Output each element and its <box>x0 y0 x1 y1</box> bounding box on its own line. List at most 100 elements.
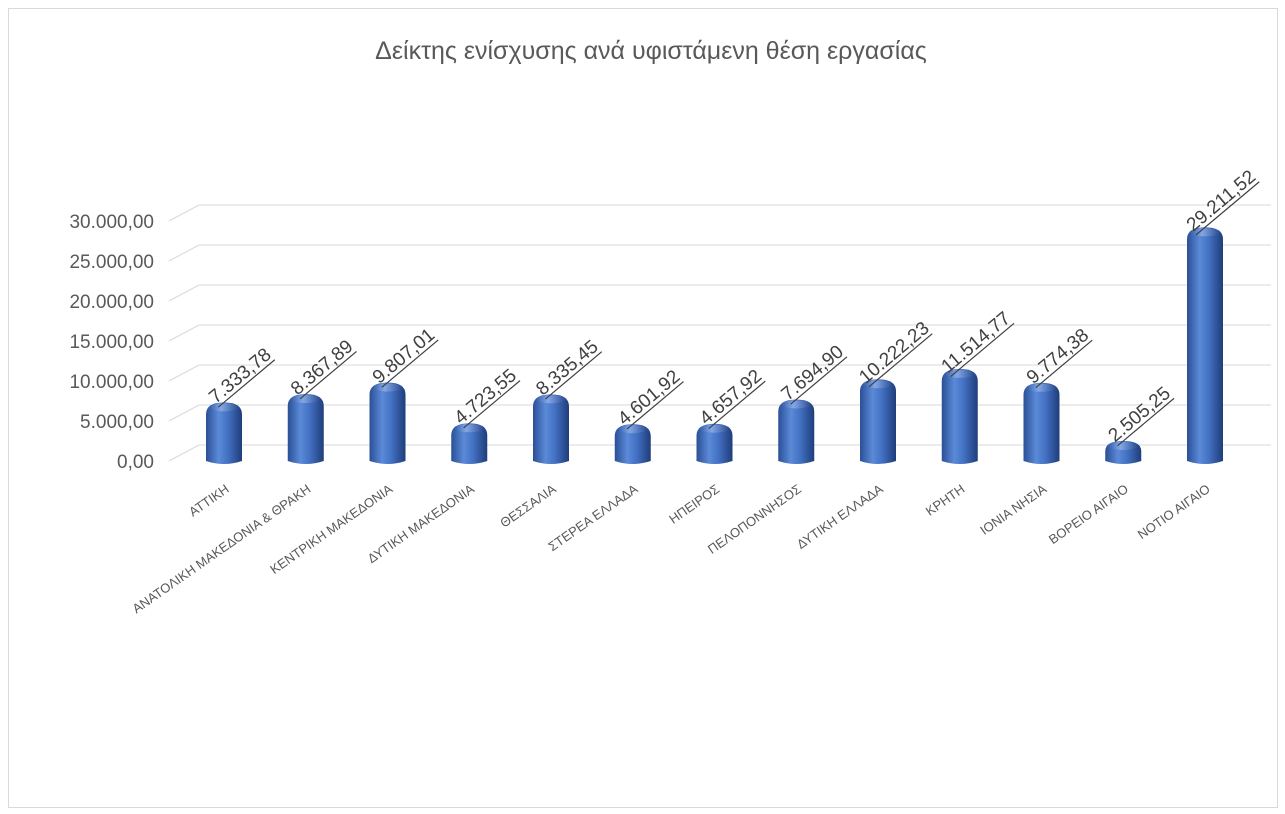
bar <box>1105 440 1142 464</box>
data-label: 9.774,38 <box>1023 325 1093 389</box>
bar-cap <box>864 380 892 389</box>
data-label-underline <box>1117 397 1175 447</box>
bar <box>287 394 324 464</box>
y-tick-label: 25.000,00 <box>69 252 154 273</box>
bar-cap <box>210 403 238 412</box>
data-label: 2.505,25 <box>1105 383 1175 447</box>
bar-body <box>1187 227 1223 464</box>
category-label: ΝΟΤΙΟ ΑΙΓΑΙΟ <box>1135 481 1213 542</box>
bar-cap <box>618 425 647 434</box>
bar <box>860 379 896 464</box>
y-tick-label: 5.000,00 <box>80 412 154 433</box>
bar-cap <box>945 369 974 378</box>
data-label: 11.514,77 <box>938 308 1015 378</box>
gridline-depth <box>168 324 200 342</box>
bar-cap <box>291 395 320 404</box>
category-label: ΙΟΝΙΑ ΝΗΣΙΑ <box>977 481 1049 538</box>
data-label-text: 7.694,90 <box>778 341 848 405</box>
gridline-depth <box>168 244 200 262</box>
gridlines <box>168 204 1271 462</box>
category-label: ΒΟΡΕΙΟ ΑΙΓΑΙΟ <box>1046 481 1131 547</box>
bar-body <box>369 382 406 464</box>
bar <box>451 423 488 464</box>
y-tick-label: 10.000,00 <box>69 372 154 393</box>
gridline-depth <box>168 204 200 222</box>
data-label-text: 7.333,78 <box>205 344 275 408</box>
y-tick-label: 20.000,00 <box>69 292 154 313</box>
chart-svg: Δείκτης ενίσχυσης ανά υφιστάμενη θέση ερ… <box>69 37 1271 616</box>
bar-body <box>860 379 896 464</box>
data-label-text: 8.367,89 <box>287 336 357 400</box>
data-label-text: 2.505,25 <box>1105 383 1175 447</box>
data-label-text: 9.807,01 <box>369 325 439 389</box>
category-label: ΗΠΕΙΡΟΣ <box>666 481 722 526</box>
data-label: 7.333,78 <box>205 344 275 408</box>
data-label: 9.807,01 <box>369 325 439 389</box>
bars <box>206 227 1223 464</box>
bar <box>206 402 242 464</box>
data-label-underline <box>1035 339 1093 388</box>
bar <box>778 399 815 464</box>
data-label: 10.222,23 <box>855 318 933 388</box>
bar-body <box>206 402 242 464</box>
bar <box>1187 227 1223 464</box>
data-label: 4.657,92 <box>696 366 766 430</box>
bar <box>1023 382 1060 464</box>
data-label-underline <box>1195 181 1260 236</box>
bar-cap <box>1109 441 1138 450</box>
data-label-text: 4.657,92 <box>696 366 766 430</box>
data-label-text: 10.222,23 <box>855 318 933 388</box>
data-label-text: 8.335,45 <box>532 336 602 400</box>
y-tick-label: 0,00 <box>117 452 154 473</box>
bar-body <box>451 423 488 464</box>
y-axis-ticks: 0,00 5.000,00 10.000,00 15.000,00 20.000,00 2… <box>69 212 154 473</box>
y-tick-label: 15.000,00 <box>69 332 154 353</box>
bar-body <box>696 423 733 464</box>
bar-body <box>1023 382 1060 464</box>
data-label-underline <box>463 380 521 429</box>
category-label: ΑΤΤΙΚΗ <box>186 481 232 519</box>
y-tick-label: 30.000,00 <box>69 212 154 233</box>
bar-body <box>287 394 324 464</box>
data-label: 4.601,92 <box>614 366 684 430</box>
data-label-text: 11.514,77 <box>938 308 1015 378</box>
data-label-text: 4.723,55 <box>451 365 521 429</box>
bar-body <box>778 399 815 464</box>
category-label: ΣΤΕΡΕΑ ΕΛΛΑΔΑ <box>545 481 640 554</box>
data-label: 7.694,90 <box>778 341 848 405</box>
bar-cap <box>782 400 811 409</box>
chart-frame: Δείκτης ενίσχυσης ανά υφιστάμενη θέση ερ… <box>8 8 1278 808</box>
bar-cap <box>373 383 402 392</box>
bar <box>533 394 569 464</box>
bar <box>696 423 733 464</box>
data-label-underline <box>626 381 684 430</box>
gridline-depth <box>168 364 200 382</box>
data-label-underline <box>868 333 933 388</box>
data-label-underline <box>217 359 276 408</box>
data-label-text: 9.774,38 <box>1023 325 1093 389</box>
data-label-underline <box>544 351 603 400</box>
bar-cap <box>1191 228 1219 237</box>
data-label-underline <box>708 380 766 429</box>
bar-body <box>614 424 651 464</box>
gridline-depth <box>168 444 200 462</box>
bar <box>941 368 978 464</box>
data-label-text: 4.601,92 <box>614 366 684 430</box>
bar-body <box>533 394 569 464</box>
category-label: ΚΡΗΤΗ <box>923 481 968 519</box>
data-label: 29.211,52 <box>1183 166 1260 236</box>
gridline-depth <box>168 284 200 302</box>
data-label-underline <box>790 356 848 405</box>
category-label: ΔΥΤΙΚΗ ΕΛΛΑΔΑ <box>794 481 886 552</box>
data-label: 4.723,55 <box>451 365 521 429</box>
bar-cap <box>455 424 484 433</box>
bar-body <box>941 368 978 464</box>
bar <box>369 382 406 464</box>
bar <box>614 424 651 464</box>
data-label-underline <box>299 351 357 400</box>
bar-cap <box>537 395 565 404</box>
category-label: ΘΕΣΣΑΛΙΑ <box>497 481 559 530</box>
data-label: 8.367,89 <box>287 336 357 400</box>
bar-cap <box>1027 383 1056 392</box>
